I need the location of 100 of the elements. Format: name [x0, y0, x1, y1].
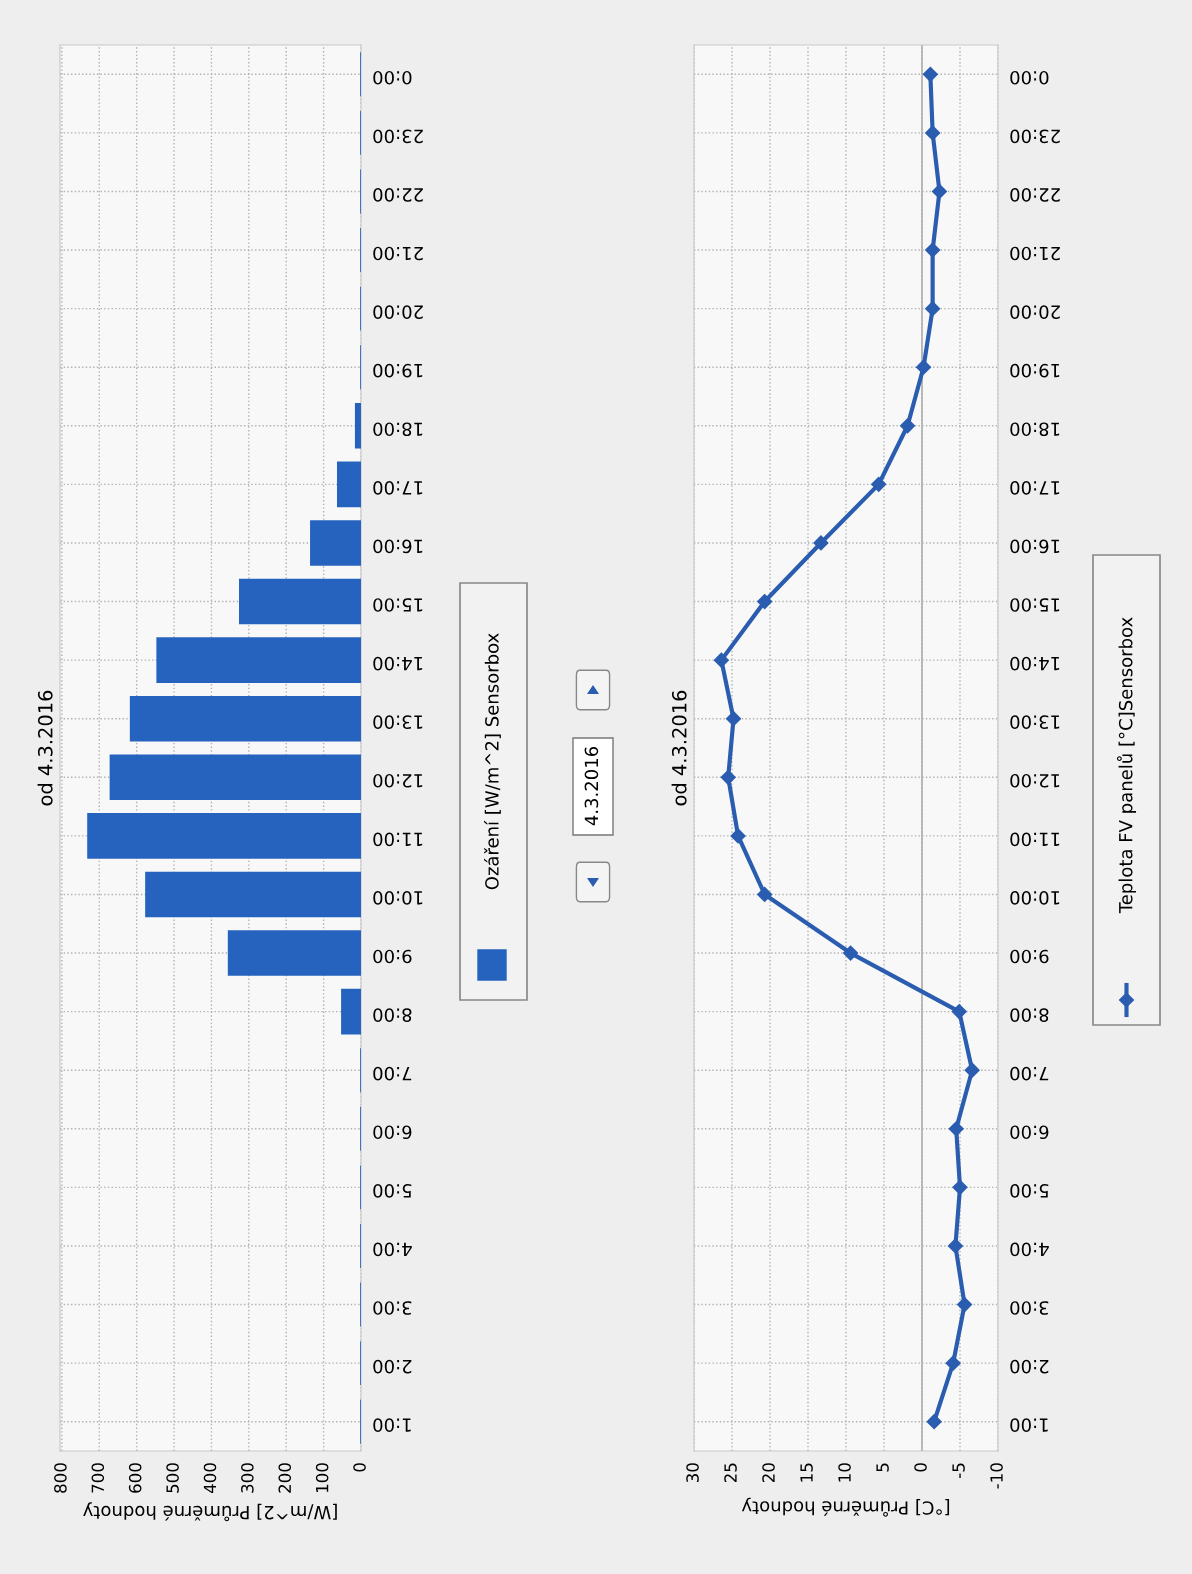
y-tick-label: 6:00	[373, 1125, 412, 1140]
y-tick-label: 12:00	[373, 773, 423, 788]
point	[951, 1004, 967, 1020]
y-tick-label: 8:00	[1010, 1008, 1049, 1022]
y-tick-label: 19:00	[1010, 363, 1060, 378]
x-tick-label: 600	[128, 1463, 142, 1493]
point	[925, 242, 941, 258]
y-tick-label: 1:00	[373, 1418, 411, 1432]
x-axis-title: [W/m^2] Průměrné hodnoty	[83, 1502, 337, 1522]
x-tick-label: 30	[686, 1463, 699, 1483]
y-tick-label: 1:00	[1010, 1418, 1048, 1432]
y-tick-label: 20:00	[373, 305, 423, 319]
bar	[156, 637, 361, 683]
point	[842, 945, 859, 961]
x-axis-title: [°C] Průměrné hodnoty	[741, 1497, 950, 1517]
y-tick-label: 2:00	[373, 1359, 412, 1374]
y-tick-label: 15:00	[373, 598, 423, 612]
y-tick-label: 13:00	[1010, 715, 1060, 729]
point	[956, 1296, 973, 1313]
x-tick-label: 25	[724, 1463, 737, 1483]
bar	[354, 402, 361, 449]
y-tick-label: 11:00	[373, 832, 423, 847]
y-tick-label: 9:00	[1010, 949, 1049, 964]
bar	[341, 988, 361, 1035]
point	[720, 769, 736, 785]
x-tick-label: 300	[241, 1463, 254, 1493]
y-tick-label: 9:00	[373, 949, 412, 964]
y-tick-label: 17:00	[373, 481, 423, 495]
y-tick-label: 14:00	[373, 656, 423, 671]
y-tick-label: 4:00	[373, 1242, 412, 1257]
point	[757, 593, 773, 610]
x-tick-label: 0	[914, 1463, 927, 1472]
bar	[109, 754, 361, 801]
y-tick-label: 15:00	[1010, 598, 1060, 612]
bar	[310, 520, 361, 566]
y-tick-label: 11:00	[1010, 832, 1060, 847]
y-tick-label: 2:00	[1010, 1359, 1049, 1374]
point	[757, 886, 773, 903]
bar	[129, 695, 361, 742]
y-tick-label: 6:00	[1010, 1125, 1049, 1140]
y-tick-label: 17:00	[1010, 481, 1060, 495]
y-tick-label: 16:00	[373, 539, 423, 554]
y-tick-label: 21:00	[1010, 246, 1060, 261]
y-tick-label: 8:00	[373, 1008, 412, 1022]
point	[871, 476, 887, 492]
y-tick-label: 3:00	[373, 1301, 412, 1315]
bar	[87, 813, 361, 859]
y-tick-label: 21:00	[373, 246, 423, 261]
bar	[145, 871, 361, 918]
y-tick-label: 7:00	[373, 1066, 412, 1081]
y-tick-label: 12:00	[1010, 773, 1060, 788]
x-tick-label: 200	[278, 1463, 292, 1493]
text: od 4.3.2016	[37, 690, 53, 806]
x-tick-label: -5	[952, 1463, 965, 1478]
text: od 4.3.2016	[671, 690, 687, 806]
y-tick-label: 13:00	[373, 715, 423, 729]
text: Ozáření [W/m^2] Sensorbox	[484, 633, 501, 890]
point	[922, 66, 938, 82]
y-tick-label: 3:00	[1010, 1301, 1049, 1315]
point	[813, 535, 829, 551]
y-tick-label: 22:00	[373, 188, 423, 202]
x-tick-label: 5	[876, 1463, 889, 1472]
y-tick-label: 16:00	[1010, 539, 1060, 554]
y-tick-label: 7:00	[1010, 1066, 1049, 1081]
y-tick-label: 19:00	[373, 363, 423, 378]
point	[945, 1355, 961, 1371]
point	[915, 359, 932, 375]
x-tick-label: 700	[91, 1463, 105, 1493]
point	[725, 711, 742, 727]
y-tick-label: 4:00	[1010, 1242, 1049, 1257]
x-tick-label: 800	[54, 1463, 67, 1493]
point	[899, 418, 916, 434]
y-tick-label: 18:00	[1010, 422, 1060, 437]
point	[964, 1062, 980, 1078]
bar	[227, 930, 361, 976]
point	[931, 183, 948, 200]
point	[926, 1414, 942, 1430]
x-tick-label: 0	[353, 1463, 366, 1472]
y-tick-label: 0:00	[373, 70, 412, 85]
point	[713, 652, 729, 668]
point	[925, 301, 941, 317]
x-tick-label: 10	[838, 1463, 851, 1482]
y-tick-label: 5:00	[1010, 1184, 1049, 1198]
text: 4.3.2016	[584, 746, 599, 826]
y-tick-label: 5:00	[373, 1184, 412, 1198]
bar	[336, 461, 361, 508]
point	[952, 1179, 968, 1195]
y-tick-label: 20:00	[1010, 305, 1060, 319]
y-tick-label: 14:00	[1010, 656, 1060, 671]
point	[947, 1238, 964, 1254]
point	[925, 125, 941, 141]
x-tick-label: 100	[315, 1463, 329, 1493]
y-tick-label: 10:00	[1010, 891, 1060, 905]
y-tick-label: 0:00	[1010, 70, 1049, 85]
y-tick-label: 23:00	[1010, 129, 1060, 144]
x-tick-label: 15	[800, 1463, 813, 1482]
x-tick-label: 500	[166, 1463, 179, 1493]
x-tick-label: -10	[990, 1463, 1003, 1489]
bar	[239, 578, 361, 625]
y-tick-label: 10:00	[373, 891, 423, 905]
